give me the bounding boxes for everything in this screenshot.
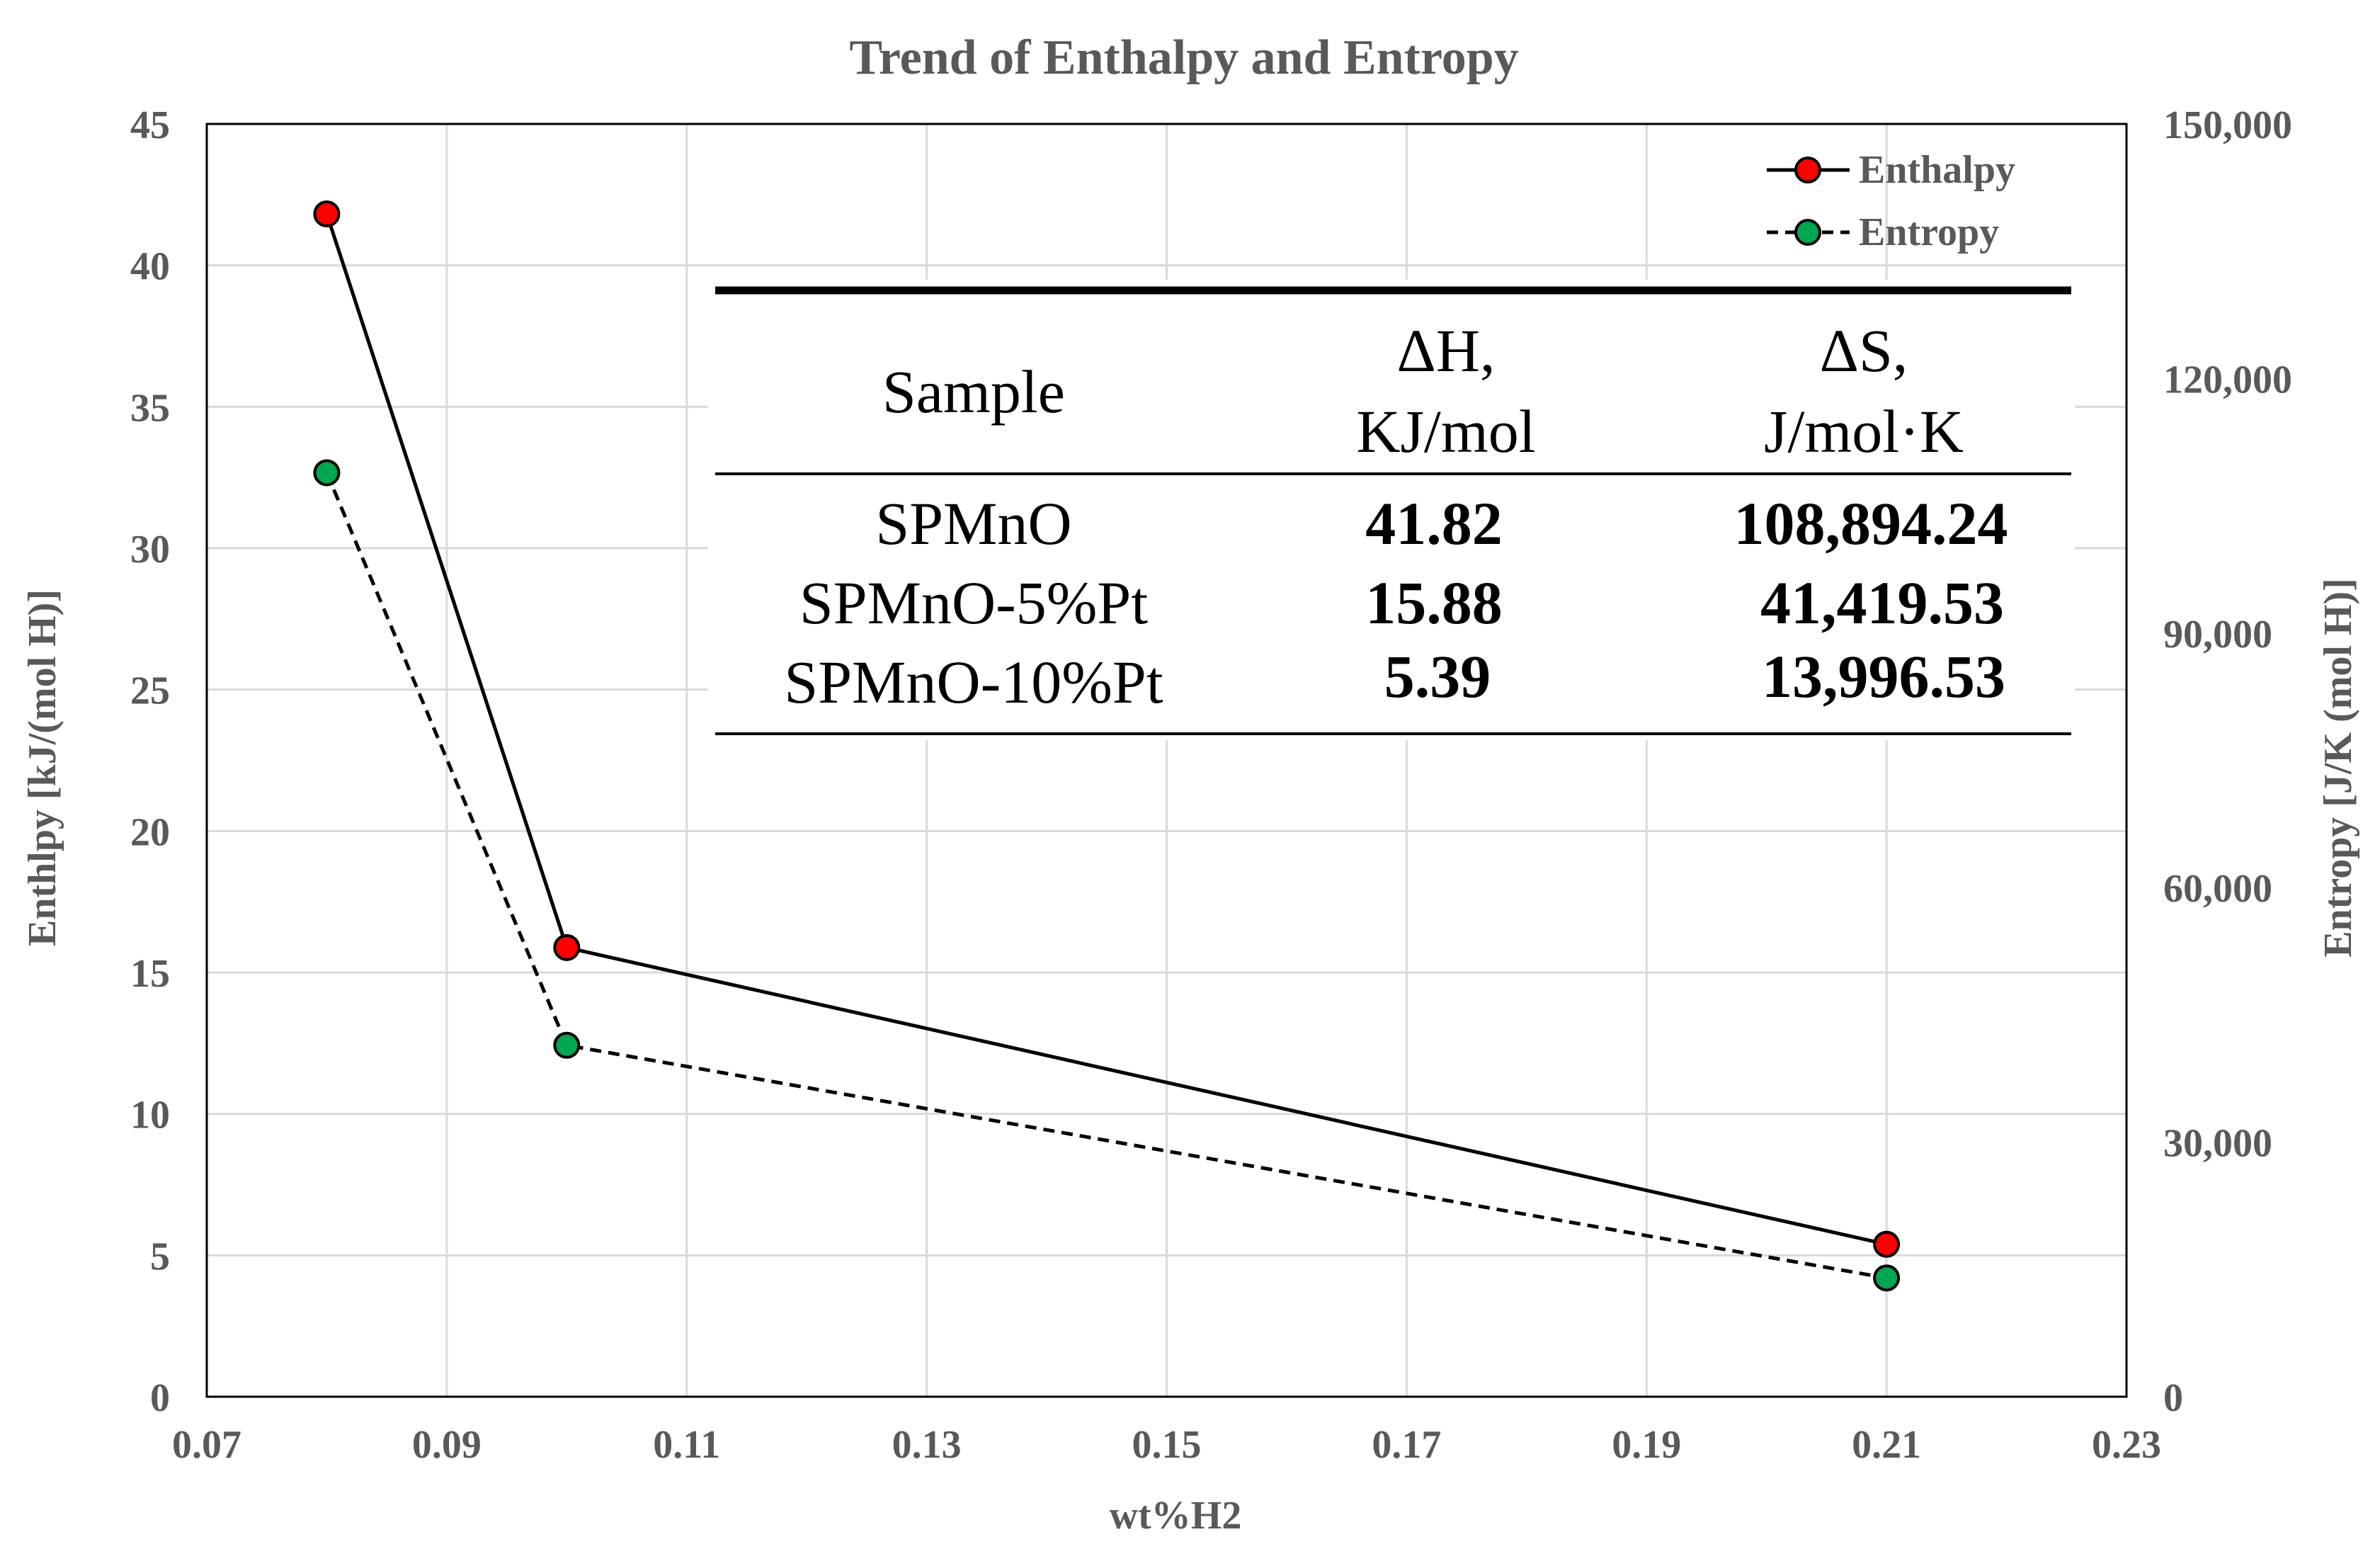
table-cell-dh: 5.39 [1384, 642, 1491, 710]
y-tick-label: 45 [130, 103, 170, 147]
chart-title: Trend of Enthalpy and Entropy [849, 30, 1518, 85]
y2-tick-label: 150,000 [2163, 103, 2292, 147]
legend-entropy-label: Entropy [1859, 210, 1999, 254]
y-tick-label: 0 [150, 1376, 170, 1420]
table-header-ds-symbol: ΔS, [1820, 317, 1908, 385]
data-point-enthalpy [553, 934, 581, 961]
table-cell-dh: 41.82 [1365, 489, 1503, 557]
y2-tick-label: 30,000 [2163, 1122, 2272, 1166]
x-tick-label: 0.09 [412, 1423, 482, 1467]
legend-entropy-marker [1794, 219, 1821, 246]
data-point-entropy [1873, 1264, 1901, 1292]
data-point-enthalpy [313, 200, 341, 227]
axes [205, 123, 2128, 1398]
series [313, 200, 1901, 1292]
x-tick-label: 0.23 [2092, 1423, 2161, 1467]
table-header-ds-unit: J/mol·K [1764, 397, 1964, 465]
series-line-entropy [325, 472, 1887, 1280]
table-header-dh-unit: KJ/mol [1356, 397, 1535, 465]
y2-tick-label: 60,000 [2163, 867, 2272, 911]
table-header-dh-symbol: ΔH, [1397, 317, 1496, 385]
y-tick-label: 10 [130, 1094, 170, 1137]
x-tick-label: 0.15 [1132, 1423, 1202, 1467]
x-tick-label: 0.19 [1612, 1423, 1681, 1467]
table-cell-ds: 13,996.53 [1762, 642, 2005, 710]
y2-tick-label: 90,000 [2163, 613, 2272, 657]
x-tick-label: 0.17 [1372, 1423, 1441, 1467]
legend-enthalpy-label: Enthalpy [1859, 148, 2015, 192]
x-tick-label: 0.11 [653, 1423, 720, 1467]
table-cell-ds: 41,419.53 [1760, 569, 2004, 637]
y-tick-label: 30 [130, 528, 170, 572]
data-point-entropy [313, 459, 341, 487]
x-tick-label: 0.21 [1852, 1423, 1921, 1467]
legend-enthalpy-marker [1794, 157, 1821, 183]
table-cell-dh: 15.88 [1365, 569, 1503, 637]
table-cell-sample: SPMnO-10%Pt [784, 648, 1163, 716]
plot-area-border [205, 123, 2128, 1398]
tick-labels: 0.07 0.09 0.11 0.13 0.15 0.17 0.19 0.21 0.230510… [130, 103, 2292, 1467]
data-point-enthalpy [1873, 1230, 1901, 1258]
y-tick-label: 35 [130, 386, 170, 430]
x-tick-label: 0.13 [892, 1423, 962, 1467]
y-tick-label: 20 [130, 810, 170, 854]
data-table: Sample ΔH, KJ/mol ΔS, J/mol·K SPMnO 41.8… [708, 280, 2075, 740]
table-background [708, 280, 2075, 740]
table-cell-ds: 108,894.24 [1734, 489, 2008, 557]
x-axis-title: wt%H2 [1110, 1494, 1242, 1538]
table-cell-sample: SPMnO-5%Pt [799, 569, 1148, 637]
y-tick-label: 25 [130, 669, 170, 713]
legend: Enthalpy Entropy [1767, 148, 2015, 254]
y2-tick-label: 120,000 [2163, 358, 2292, 402]
y-axis-title: Enthlpy [kJ/(mol H)] [21, 589, 64, 946]
x-tick-label: 0.07 [172, 1423, 241, 1467]
table-cell-sample: SPMnO [875, 489, 1071, 557]
data-point-entropy [553, 1031, 581, 1059]
y-tick-label: 40 [130, 245, 170, 289]
y2-tick-label: 0 [2163, 1376, 2183, 1420]
table-header-sample: Sample [882, 358, 1065, 426]
y-tick-label: 5 [150, 1235, 170, 1278]
y-tick-label: 15 [130, 952, 170, 996]
y2-axis-title: Entropy [J/K (mol H)] [2316, 578, 2360, 958]
